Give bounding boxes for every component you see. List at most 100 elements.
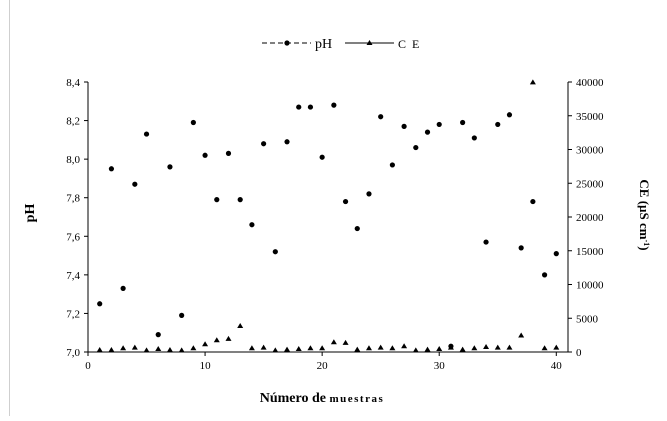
legend-ce-label: C E: [398, 37, 421, 51]
series-ph: [97, 102, 559, 349]
ce-point: [155, 345, 162, 351]
ph-point: [401, 123, 407, 129]
ph-point: [202, 152, 208, 158]
ce-point: [272, 347, 279, 353]
page-edge-rule: [9, 0, 10, 416]
ce-point: [447, 344, 454, 350]
series-ce: [96, 79, 560, 353]
ph-point: [284, 139, 290, 145]
ph-point: [424, 129, 431, 135]
ce-point: [459, 346, 466, 352]
tick-labels: 7,0 7,2 7,4 7,6 7,8 8,0 8,2 8,4 0 5000 10000 15000 2…: [66, 77, 604, 372]
x-tick-label: 30: [434, 360, 446, 372]
ce-point: [365, 345, 372, 351]
ph-point: [319, 154, 325, 160]
ce-point: [541, 345, 548, 351]
ce-point: [436, 345, 443, 351]
ph-point: [179, 312, 185, 318]
ph-point: [190, 119, 196, 126]
y-left-tick-label: 7,0: [66, 347, 80, 359]
ph-point: [132, 181, 138, 187]
ph-point: [261, 141, 267, 147]
ce-point: [506, 344, 513, 350]
ce-point: [108, 346, 115, 352]
ce-point: [284, 346, 291, 352]
ce-point: [377, 344, 384, 350]
y-right-axis-title: CE (µS cm-1): [637, 179, 652, 250]
ce-point: [202, 341, 209, 347]
legend-ce-marker: [366, 40, 373, 45]
ce-point: [225, 335, 232, 341]
ce-point: [166, 346, 173, 352]
ph-point: [553, 251, 559, 257]
y-right-tick-label: 25000: [576, 178, 604, 190]
ph-point: [460, 119, 466, 126]
y-left-tick-label: 8,4: [66, 77, 80, 89]
ce-point: [330, 339, 337, 345]
ce-point: [260, 344, 267, 350]
ce-point: [483, 343, 490, 349]
ph-point: [97, 301, 103, 307]
y-left-tick-label: 8,0: [66, 154, 80, 166]
ph-point: [296, 104, 302, 110]
x-tick-label: 0: [85, 360, 91, 372]
ce-point: [178, 347, 185, 353]
ph-point: [436, 121, 442, 128]
y-left-tick-label: 7,4: [66, 270, 80, 282]
ce-point: [237, 323, 244, 329]
ce-point: [424, 346, 431, 352]
ce-point: [307, 345, 314, 351]
y-right-tick-label: 10000: [576, 280, 604, 292]
ph-point: [518, 245, 524, 251]
ce-point: [401, 343, 408, 349]
y-left-tick-label: 7,2: [66, 308, 80, 320]
ph-point: [307, 104, 314, 110]
legend: pH C E: [262, 37, 421, 52]
ce-point: [295, 345, 302, 351]
ph-point: [378, 114, 384, 120]
ph-point: [214, 197, 220, 203]
ce-point: [354, 346, 361, 352]
ce-point: [131, 344, 138, 350]
x-tick-label: 10: [200, 360, 212, 372]
ce-point: [553, 344, 560, 350]
ph-point: [272, 249, 278, 255]
y-left-tick-label: 8,2: [66, 116, 80, 128]
ce-point: [342, 339, 349, 345]
ph-point: [471, 135, 477, 141]
ce-point: [389, 345, 396, 351]
y-right-tick-label: 15000: [576, 246, 604, 258]
ph-point: [225, 150, 232, 156]
ce-point: [213, 337, 220, 343]
ph-point: [389, 162, 395, 168]
ce-point: [494, 344, 501, 350]
ce-point: [471, 345, 478, 351]
y-left-tick-label: 7,8: [66, 193, 80, 205]
y-right-tick-label: 30000: [576, 145, 604, 157]
ph-point: [167, 164, 173, 170]
ph-point: [495, 121, 501, 128]
axes: [84, 81, 572, 356]
ph-point: [155, 332, 161, 338]
y-right-tick-label: 40000: [576, 77, 604, 89]
ph-point: [413, 144, 419, 151]
y-right-tick-label: 35000: [576, 111, 604, 123]
ph-point: [120, 285, 126, 291]
y-right-tick-label: 20000: [576, 212, 604, 224]
ph-point: [541, 272, 548, 278]
ph-point: [237, 197, 243, 203]
y-right-tick-label: 5000: [576, 313, 599, 325]
ph-point: [530, 198, 536, 205]
x-axis-title: Número de muestras: [260, 391, 385, 406]
ce-point: [248, 345, 255, 351]
ph-point: [506, 112, 513, 118]
ph-point: [366, 191, 372, 197]
y-right-tick-label: 0: [576, 347, 582, 359]
y-left-axis-title: pH: [23, 204, 38, 223]
ce-point: [518, 332, 525, 338]
ph-point: [483, 239, 489, 245]
ph-point: [354, 225, 360, 232]
ce-point: [319, 345, 326, 351]
